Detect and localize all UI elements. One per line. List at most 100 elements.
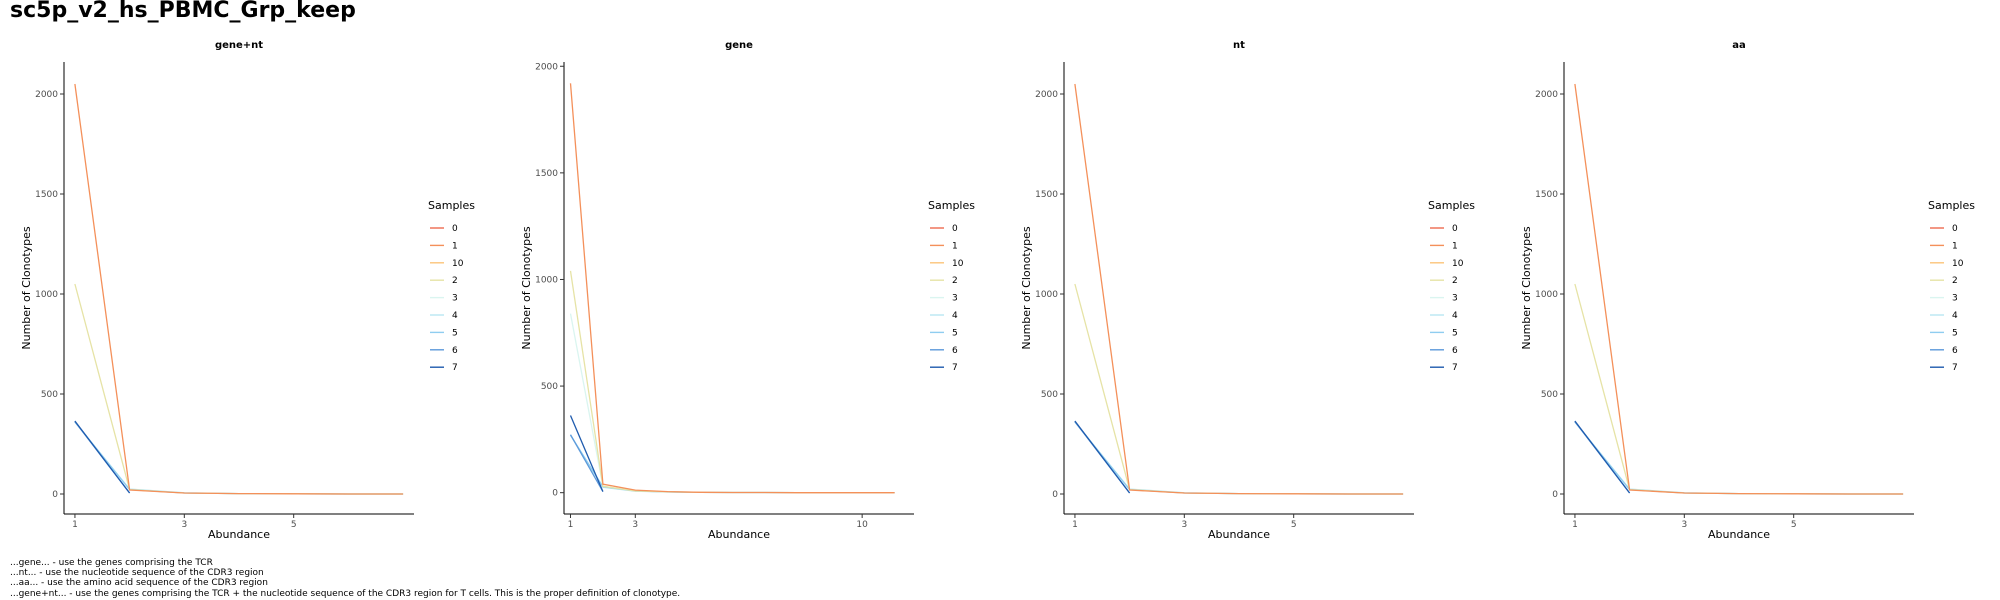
legend-label: 4 <box>1952 311 1958 321</box>
legend-label: 7 <box>1952 363 1958 373</box>
facet-panel-gene: gene 0 500 1000 1500 2000 1 3 10 Abundance Number … <box>510 34 1010 554</box>
legend-label: 10 <box>952 259 964 269</box>
legend-label: 6 <box>952 346 958 356</box>
legend-title: Samples <box>928 199 975 212</box>
y-tick-label: 1000 <box>35 290 58 300</box>
series-line-sample-2 <box>74 283 404 495</box>
x-tick-label: 3 <box>1681 520 1687 530</box>
caption-nt: ...nt... - use the nucleotide sequence o… <box>10 568 264 579</box>
legend-label: 1 <box>1452 241 1458 251</box>
legend-label: 2 <box>452 276 458 286</box>
legend-label: 3 <box>452 294 458 304</box>
x-axis-label: Abundance <box>1708 528 1770 541</box>
facet-panel-nt: nt 0 500 1000 1500 2000 1 3 5 Abundance Number of … <box>1010 34 1510 554</box>
legend-label: 2 <box>1452 276 1458 286</box>
y-tick-label: 1000 <box>535 275 558 285</box>
y-tick-label: 1000 <box>1035 290 1058 300</box>
y-tick-label: 2000 <box>1535 90 1558 100</box>
facet-title: gene <box>725 40 753 51</box>
series-line-sample-5 <box>1574 421 1904 495</box>
legend-label: 0 <box>1452 224 1458 234</box>
legend-label: 6 <box>452 346 458 356</box>
y-axis-label: Number of Clonotypes <box>520 226 533 350</box>
facet-panel-aa: aa 0 500 1000 1500 2000 1 3 5 Abundance Number of … <box>1510 34 2000 554</box>
y-tick-label: 500 <box>541 382 558 392</box>
facet-title: gene+nt <box>215 40 263 51</box>
line-chart-aa: aa 0 500 1000 1500 2000 1 3 5 Abundance Number of … <box>1520 40 1975 541</box>
y-tick-label: 500 <box>41 390 58 400</box>
y-tick-label: 1500 <box>35 190 58 200</box>
y-tick-label: 2000 <box>35 90 58 100</box>
y-tick-label: 1500 <box>1535 190 1558 200</box>
facet-title: aa <box>1732 40 1746 51</box>
series-line-sample-5 <box>569 434 895 494</box>
y-tick-label: 0 <box>552 489 558 499</box>
legend-title: Samples <box>1928 199 1975 212</box>
line-chart-gene-nt: gene+nt 0 500 1000 1500 2000 1 3 5 Abundance Numbe… <box>20 40 475 541</box>
legend-label: 0 <box>952 224 958 234</box>
series-line-sample-1 <box>74 83 404 495</box>
legend-label: 10 <box>1952 259 1964 269</box>
y-tick-label: 0 <box>1052 490 1058 500</box>
legend-label: 1 <box>1952 241 1958 251</box>
facet-panel-gene-nt: gene+nt 0 500 1000 1500 2000 1 3 5 Abundance Numbe… <box>10 34 510 554</box>
series-line-sample-7 <box>1574 420 1631 494</box>
x-tick-label: 5 <box>1791 520 1797 530</box>
legend-label: 6 <box>1452 346 1458 356</box>
legend-title: Samples <box>1428 199 1475 212</box>
series-line-sample-7 <box>569 415 604 492</box>
x-tick-label: 5 <box>1291 520 1297 530</box>
series-line-sample-5 <box>1074 421 1404 495</box>
caption-notes: ...gene... - use the genes comprising th… <box>10 558 680 599</box>
y-tick-label: 0 <box>1552 490 1558 500</box>
y-tick-label: 500 <box>1041 390 1058 400</box>
y-tick-label: 1500 <box>535 169 558 179</box>
series-line-sample-1 <box>569 83 895 494</box>
x-axis-label: Abundance <box>208 528 270 541</box>
legend-label: 0 <box>452 224 458 234</box>
series-line-sample-2 <box>569 270 895 494</box>
x-tick-label: 1 <box>1572 520 1578 530</box>
caption-aa: ...aa... - use the amino acid sequence o… <box>10 578 268 589</box>
y-tick-label: 2000 <box>535 62 558 72</box>
legend-label: 10 <box>1452 259 1464 269</box>
legend-label: 5 <box>452 328 458 338</box>
legend-label: 0 <box>1952 224 1958 234</box>
legend-label: 4 <box>1452 311 1458 321</box>
series-line-sample-1 <box>1574 83 1904 495</box>
line-chart-nt: nt 0 500 1000 1500 2000 1 3 5 Abundance Number of … <box>1020 40 1475 541</box>
series-line-sample-2 <box>1574 283 1904 495</box>
figure-title: sc5p_v2_hs_PBMC_Grp_keep <box>10 0 356 23</box>
legend-label: 7 <box>452 363 458 373</box>
legend-label: 1 <box>452 241 458 251</box>
legend-label: 5 <box>1952 328 1958 338</box>
x-tick-label: 5 <box>291 520 297 530</box>
x-tick-label: 1 <box>568 520 574 530</box>
facet-title: nt <box>1233 40 1245 51</box>
legend-label: 2 <box>952 276 958 286</box>
legend-label: 4 <box>952 311 958 321</box>
y-tick-label: 1500 <box>1035 190 1058 200</box>
caption-gene-nt: ...gene+nt... - use the genes comprising… <box>10 588 681 599</box>
y-tick-label: 0 <box>52 490 58 500</box>
series-line-sample-3 <box>569 313 895 494</box>
caption-gene: ...gene... - use the genes comprising th… <box>10 558 213 568</box>
x-tick-label: 3 <box>632 520 638 530</box>
y-axis-label: Number of Clonotypes <box>1520 226 1533 350</box>
x-axis-label: Abundance <box>1208 528 1270 541</box>
legend-label: 5 <box>952 328 958 338</box>
legend-label: 10 <box>452 259 464 269</box>
series-line-sample-7 <box>1074 420 1131 494</box>
legend-label: 3 <box>1952 294 1958 304</box>
x-tick-label: 10 <box>856 520 868 530</box>
y-tick-label: 500 <box>1541 390 1558 400</box>
legend-label: 6 <box>1952 346 1958 356</box>
y-tick-label: 1000 <box>1535 290 1558 300</box>
x-tick-label: 1 <box>1072 520 1078 530</box>
legend-label: 2 <box>1952 276 1958 286</box>
legend-label: 3 <box>952 294 958 304</box>
series-line-sample-1 <box>1074 83 1404 495</box>
legend-label: 7 <box>952 363 958 373</box>
legend-label: 4 <box>452 311 458 321</box>
